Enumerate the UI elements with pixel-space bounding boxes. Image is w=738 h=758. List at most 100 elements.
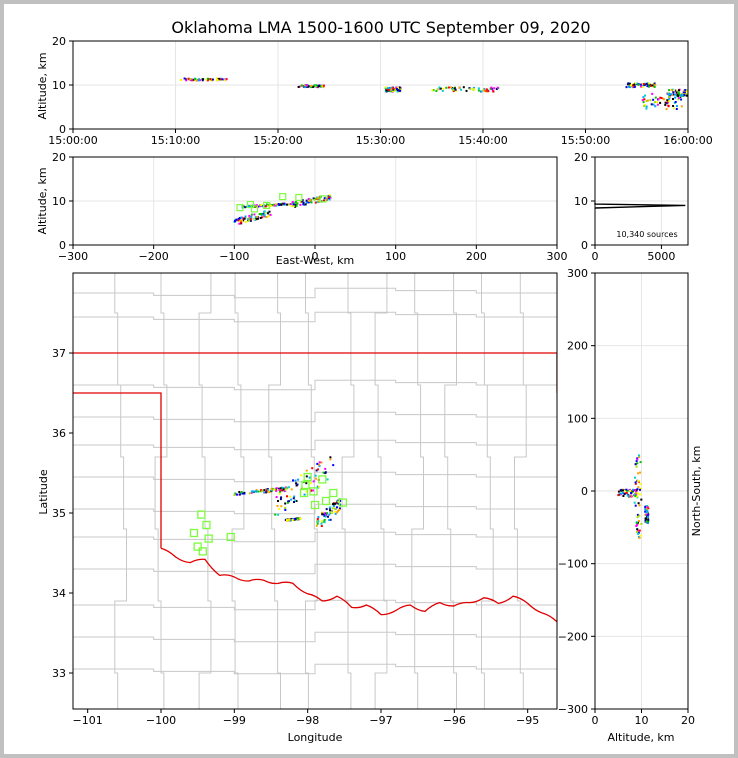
map-source <box>322 471 325 474</box>
ew-altitude-source <box>253 218 256 221</box>
red-river-border <box>160 547 557 623</box>
map-source <box>325 508 328 511</box>
ew-altitude-source <box>327 196 330 199</box>
ns-altitude-source <box>640 522 643 525</box>
map-x-tick-label: −96 <box>443 714 466 727</box>
time-altitude-source <box>648 85 651 88</box>
map-source <box>305 469 308 472</box>
ns-altitude-source <box>636 458 639 461</box>
map-source <box>333 505 335 507</box>
ew-altitude-source <box>328 194 331 197</box>
time-altitude-source <box>221 78 224 81</box>
map-source <box>280 489 283 492</box>
map-source <box>327 515 329 518</box>
map-x-tick-label: −101 <box>73 714 103 727</box>
time-altitude-source <box>465 89 468 92</box>
ew-altitude-source <box>325 198 328 201</box>
time-altitude-source <box>674 101 677 103</box>
map-station-marker <box>321 496 331 506</box>
ew-x-tick-label: −300 <box>58 250 88 263</box>
time-altitude-source <box>678 94 681 96</box>
ns-altitude-source <box>625 488 628 491</box>
map-source <box>277 487 280 490</box>
ns-altitude-source <box>636 495 639 498</box>
map-source <box>320 522 323 525</box>
ns-altitude-source <box>636 516 639 519</box>
map-source <box>277 500 279 502</box>
time-altitude-source <box>645 105 648 108</box>
time-altitude-source <box>678 96 681 99</box>
ew-altitude-source <box>245 220 248 223</box>
ew-altitude-source <box>235 218 238 221</box>
map-source <box>324 512 327 515</box>
map-source <box>276 505 279 507</box>
time-altitude-source <box>206 77 209 80</box>
ns-altitude-source <box>617 490 620 493</box>
map-source <box>265 490 268 493</box>
ns-altitude-source <box>622 495 625 497</box>
ew-altitude-source <box>291 201 294 203</box>
time-altitude-source <box>631 84 634 87</box>
map-source <box>279 490 281 493</box>
ns-x-tick-label: 10 <box>635 714 649 727</box>
time-y-tick-label: 10 <box>52 79 66 92</box>
map-source <box>310 489 312 492</box>
map-source <box>316 462 319 465</box>
time-altitude-source <box>319 85 322 88</box>
time-altitude-source <box>647 83 650 86</box>
ew-altitude-source <box>238 219 241 222</box>
ns-altitude-source <box>622 491 624 494</box>
ew-altitude-source <box>250 215 253 218</box>
ew-altitude-source <box>267 215 270 218</box>
time-altitude-source <box>633 83 636 86</box>
ew-altitude-source <box>257 217 259 220</box>
ns-y-tick-label: −200 <box>558 630 588 643</box>
county-boundary <box>73 287 557 299</box>
ns-y-tick-label: −100 <box>558 558 588 571</box>
ns-altitude-source <box>622 489 624 492</box>
time-altitude-source <box>645 107 648 110</box>
ew-altitude-source <box>269 205 272 207</box>
ns-altitude-source <box>635 491 638 494</box>
time-altitude-source <box>641 84 644 87</box>
map-layer <box>73 273 557 709</box>
time-altitude-source <box>310 86 313 89</box>
map-source <box>318 485 321 488</box>
ew-altitude-source <box>329 195 331 198</box>
time-altitude-source <box>311 86 314 88</box>
time-altitude-source <box>390 88 393 91</box>
ew-altitude-source <box>260 213 263 215</box>
hist-x-tick-label: 5000 <box>647 250 675 263</box>
map-source <box>329 456 332 459</box>
ns-altitude-source <box>634 476 636 479</box>
ew-x-tick-label: 0 <box>312 250 319 263</box>
map-source <box>293 517 296 520</box>
time-altitude-source <box>315 84 318 87</box>
ew-x-tick-label: 200 <box>466 250 487 263</box>
county-boundary <box>341 273 355 709</box>
ns-altitude-source <box>626 489 629 492</box>
ew-y-tick-label: 20 <box>52 151 66 164</box>
time-altitude-source <box>678 95 681 98</box>
ew-altitude-source <box>255 218 258 221</box>
time-altitude-source <box>639 83 642 86</box>
time-altitude-source <box>682 91 685 94</box>
ew-y-tick-label: 0 <box>59 239 66 252</box>
map-source <box>295 500 298 502</box>
ns-altitude-source <box>620 489 622 492</box>
time-altitude-source <box>190 78 193 81</box>
ew-altitude-source <box>243 217 246 220</box>
time-altitude-source <box>675 108 678 110</box>
map-y-tick-label: 36 <box>52 427 66 440</box>
map-source <box>235 493 238 496</box>
ns-y-tick-label: 0 <box>581 485 588 498</box>
time-altitude-source <box>223 79 226 82</box>
time-altitude-source <box>307 85 310 88</box>
ns-altitude-source <box>636 488 639 491</box>
map-source <box>286 501 289 504</box>
histogram-annotation: 10,340 sources <box>616 230 677 239</box>
time-altitude-source <box>442 87 445 90</box>
ew-altitude-source <box>249 219 252 222</box>
map-source <box>309 482 312 485</box>
map-source <box>334 510 337 513</box>
